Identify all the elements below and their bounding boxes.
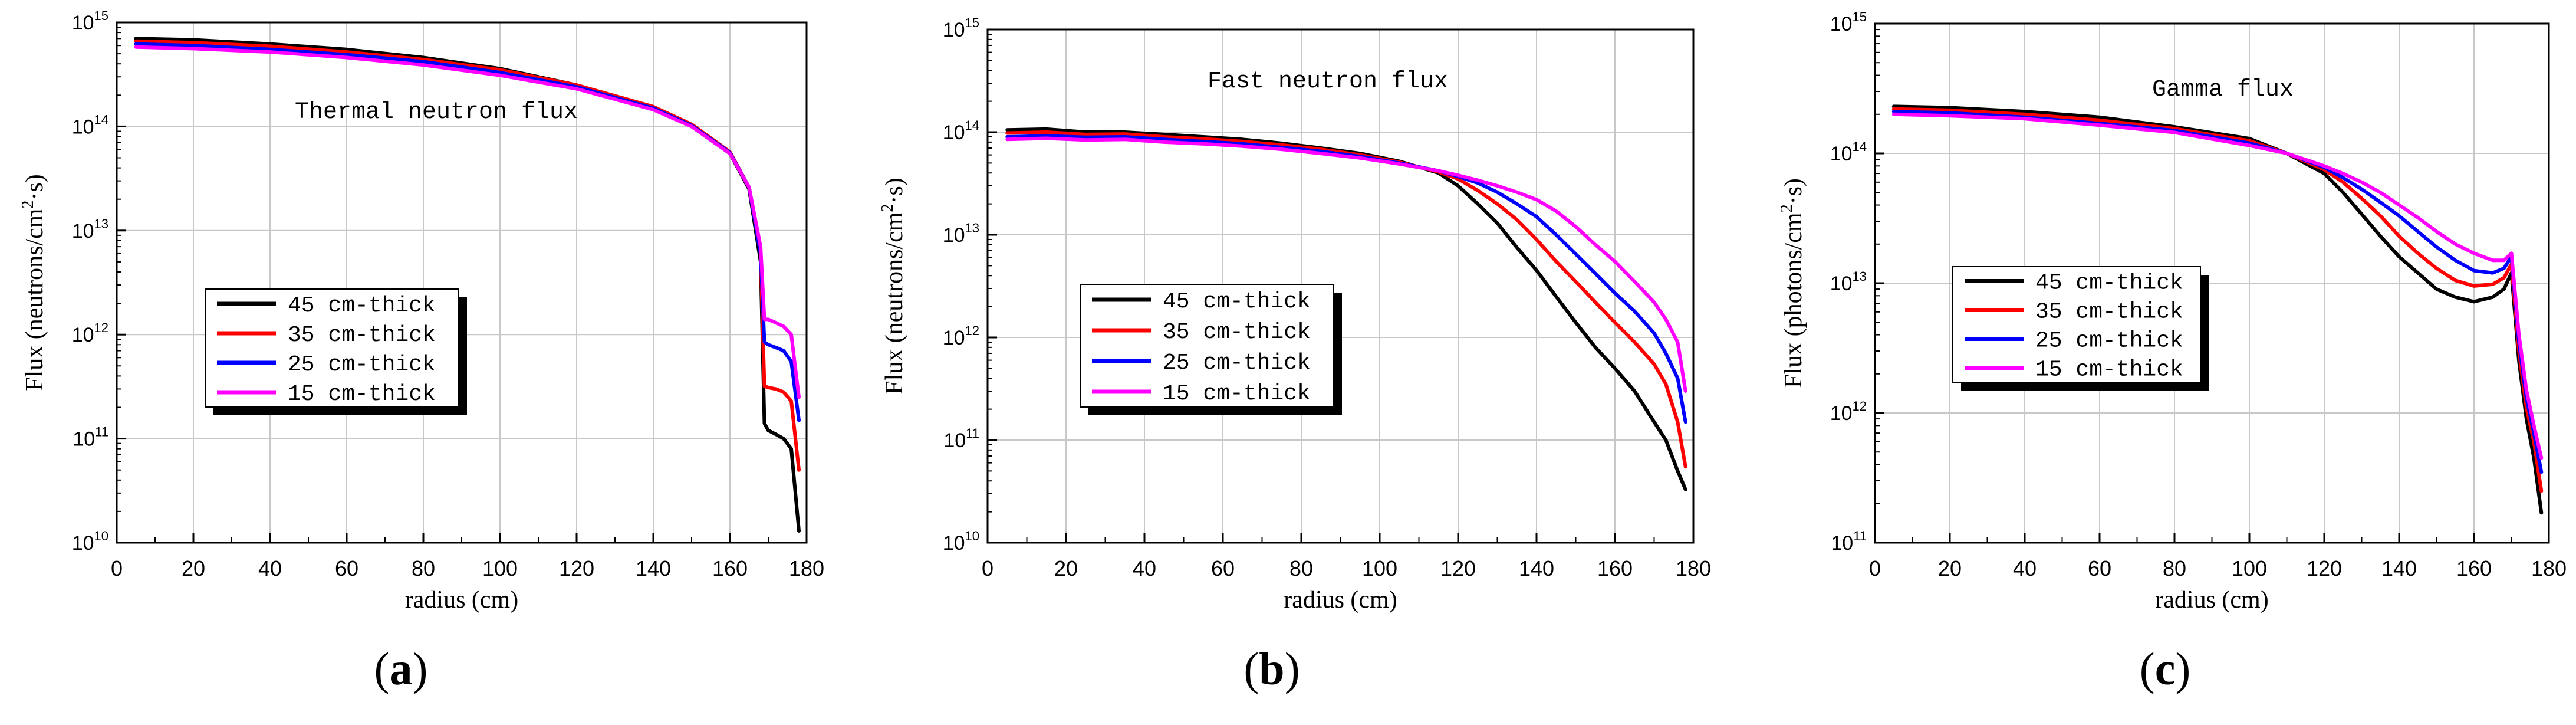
- panel-b-x-tick-label: 60: [1211, 556, 1235, 580]
- panel-a-x-tick-label: 20: [182, 556, 205, 580]
- panel-c-y-tick-label: 1011: [1831, 529, 1867, 555]
- panel-b-y-axis: 1010 1011 1012 1013 1014 1015: [943, 15, 997, 555]
- panel-a-chart-title: Thermal neutron flux: [295, 99, 578, 126]
- panel-c-series-line-4: [1891, 112, 2544, 460]
- panel-c-x-tick-label: 100: [2232, 556, 2267, 580]
- panel-a-x-tick-label: 100: [482, 556, 518, 580]
- panel-b-series-line-2: [1005, 130, 1687, 469]
- panel-b-series-line-3: [1005, 134, 1687, 424]
- panel-b-y-tick-label: 1011: [943, 426, 979, 452]
- panel-a-x-tick-label: 180: [789, 556, 824, 580]
- panel-a: 0 20 40 60 80 100 120 140 160 180 1010 1011 1012 1013…: [19, 8, 824, 614]
- panel-b-chart-title: Fast neutron flux: [1208, 68, 1448, 95]
- panel-a-x-tick-label: 160: [712, 556, 748, 580]
- panel-c-x-tick-label: 160: [2456, 556, 2492, 580]
- panel-c-legend-label: 35 cm-thick: [2035, 300, 2183, 325]
- panel-c-caption: (c): [2140, 643, 2191, 694]
- panel-b-x-tick-label: 100: [1362, 556, 1397, 580]
- panel-b-legend: 45 cm-thick 35 cm-thick 25 cm-thick 15 cm-t…: [1080, 284, 1342, 415]
- panel-a-y-tick-label: 1015: [72, 8, 108, 34]
- panel-b-caption: (b): [1243, 643, 1299, 694]
- panel-b-y-tick-label: 1013: [943, 221, 979, 247]
- panel-c-y-axis: 1011 1012 1013 1014 1015: [1830, 9, 1884, 555]
- panel-c-legend-label: 45 cm-thick: [2035, 271, 2183, 296]
- panel-c-y-tick-label: 1015: [1830, 9, 1867, 35]
- panel-b-legend-label: 15 cm-thick: [1163, 381, 1311, 406]
- panel-a-series-line-4: [134, 45, 801, 399]
- panel-a-y-axis: 1010 1011 1012 1013 1014 1015: [72, 8, 126, 555]
- panel-b-x-tick-label: 120: [1440, 556, 1476, 580]
- panel-b-x-tick-label: 80: [1289, 556, 1313, 580]
- panel-a-x-tick-label: 80: [412, 556, 435, 580]
- panel-c-x-tick-label: 120: [2307, 556, 2342, 580]
- panel-a-x-tick-label: 40: [258, 556, 282, 580]
- panel-b-legend-label: 25 cm-thick: [1163, 350, 1311, 376]
- panel-c-chart-title: Gamma flux: [2152, 77, 2294, 103]
- panel-b-series-line-1: [1005, 127, 1687, 491]
- panel-a-caption-label: a: [390, 643, 413, 694]
- panel-b-x-tick-label: 160: [1597, 556, 1633, 580]
- panel-c-legend-box: [1952, 266, 2201, 383]
- panel-c-x-tick-label: 140: [2381, 556, 2417, 580]
- panel-a-legend-label: 25 cm-thick: [288, 352, 436, 378]
- panel-b-series-line-4: [1005, 136, 1687, 393]
- panel-c-x-tick-label: 80: [2163, 556, 2186, 580]
- panel-c-legend-label: 25 cm-thick: [2035, 329, 2183, 354]
- panel-b-caption-label: b: [1259, 643, 1284, 694]
- panel-a-series-group: [134, 37, 801, 533]
- panel-c-y-axis-title: Flux (photons/cm2·s): [1778, 178, 1807, 388]
- panel-a-x-tick-label: 60: [335, 556, 358, 580]
- panel-c-x-tick-label: 60: [2088, 556, 2111, 580]
- panel-b-legend-box: [1080, 284, 1334, 408]
- panel-b-legend-label: 35 cm-thick: [1163, 320, 1311, 345]
- panel-b-x-tick-label: 180: [1676, 556, 1711, 580]
- panel-c-x-tick-label: 40: [2013, 556, 2037, 580]
- panel-b-y-tick-label: 1015: [943, 15, 979, 41]
- panel-b-y-tick-label: 1012: [943, 323, 979, 349]
- panel-c-y-tick-label: 1013: [1830, 269, 1867, 295]
- panel-a-x-tick-label: 0: [111, 556, 123, 580]
- panel-a-y-tick-label: 1013: [72, 216, 108, 242]
- panel-b-x-axis: 0 20 40 60 80 100 120 140 160 180: [982, 533, 1711, 580]
- panel-c-x-tick-label: 20: [1938, 556, 1962, 580]
- panel-b-x-tick-label: 20: [1054, 556, 1078, 580]
- panel-c-x-tick-label: 0: [1869, 556, 1881, 580]
- panel-b-x-tick-label: 140: [1519, 556, 1554, 580]
- panel-c-legend: 45 cm-thick 35 cm-thick 25 cm-thick 15 cm-t…: [1952, 266, 2209, 391]
- panel-b-x-axis-title: radius (cm): [1284, 586, 1397, 614]
- panel-a-legend-label: 45 cm-thick: [288, 293, 436, 319]
- panel-a-y-tick-label: 1011: [73, 425, 108, 451]
- panel-b-y-tick-label: 1014: [943, 118, 979, 144]
- panel-c-x-axis: 0 20 40 60 80 100 120 140 160 180: [1869, 533, 2567, 580]
- panel-c-caption-label: c: [2155, 643, 2176, 694]
- panel-b: 0 20 40 60 80 100 120 140 160 180 1010 1011 1012 1013…: [879, 15, 1711, 614]
- panel-a-caption: (a): [374, 643, 428, 694]
- panel-a-y-tick-label: 1014: [72, 112, 108, 138]
- panel-a-x-axis-title: radius (cm): [405, 586, 518, 614]
- panel-a-y-tick-label: 1012: [72, 320, 108, 346]
- panel-a-x-axis: 0 20 40 60 80 100 120 140 160 180: [111, 533, 824, 580]
- panel-c-series-group: [1891, 104, 2544, 515]
- panel-b-y-tick-label: 1010: [943, 529, 979, 555]
- panel-a-y-axis-title: Flux (neutrons/cm2·s): [19, 174, 48, 391]
- panel-c: 0 20 40 60 80 100 120 140 160 180 1011 1012 1013 1014…: [1778, 9, 2567, 614]
- panel-b-x-tick-label: 0: [982, 556, 993, 580]
- panel-a-x-tick-label: 120: [559, 556, 594, 580]
- panel-c-x-tick-label: 180: [2531, 556, 2567, 580]
- panel-c-y-tick-label: 1012: [1830, 399, 1867, 425]
- panel-a-legend: 45 cm-thick 35 cm-thick 25 cm-thick 15 cm-t…: [205, 288, 467, 415]
- panel-a-legend-label: 15 cm-thick: [288, 382, 436, 407]
- panel-a-x-tick-label: 140: [636, 556, 671, 580]
- panel-b-series-group: [1005, 127, 1687, 491]
- panel-c-x-axis-title: radius (cm): [2155, 586, 2268, 614]
- panel-c-y-tick-label: 1014: [1830, 139, 1867, 165]
- panel-a-y-tick-label: 1010: [72, 529, 108, 555]
- panel-c-legend-label: 15 cm-thick: [2035, 357, 2183, 383]
- panel-b-x-tick-label: 40: [1133, 556, 1156, 580]
- panel-a-legend-label: 35 cm-thick: [288, 323, 436, 348]
- panel-b-legend-label: 45 cm-thick: [1163, 289, 1311, 314]
- panel-a-legend-box: [205, 288, 459, 408]
- panel-b-y-axis-title: Flux (neutrons/cm2·s): [879, 178, 908, 394]
